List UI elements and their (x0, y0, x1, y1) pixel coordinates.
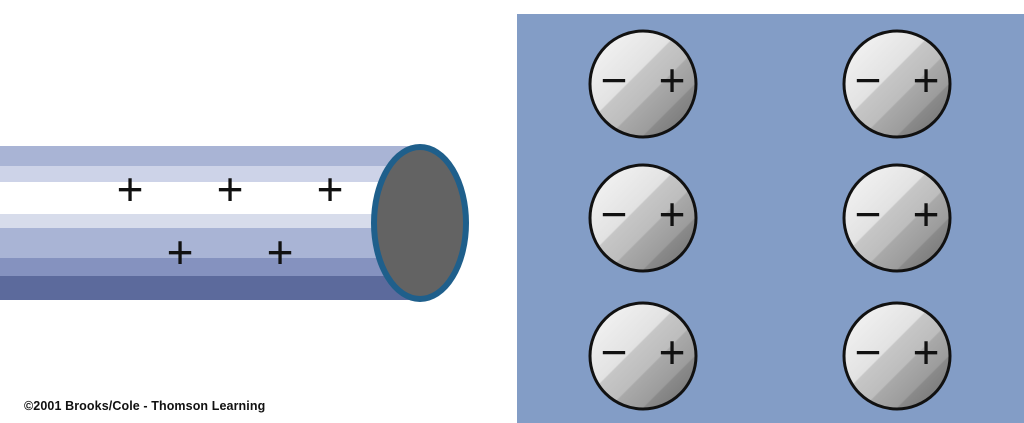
molecule: − + (588, 301, 698, 411)
negative-charge-sign: − (855, 54, 882, 106)
rod-end-face (371, 144, 469, 302)
molecule-sphere (842, 301, 952, 411)
molecule-sphere (588, 301, 698, 411)
positive-charge-sign: + (913, 326, 940, 378)
molecule-sphere (588, 163, 698, 273)
negative-charge-sign: − (601, 54, 628, 106)
negative-charge-sign: − (601, 326, 628, 378)
rod-charges: + + + + + (117, 163, 344, 278)
rod-charge-plus: + (117, 163, 144, 215)
positive-charge-sign: + (659, 188, 686, 240)
molecule: − + (588, 29, 698, 139)
negative-charge-sign: − (855, 326, 882, 378)
positive-charge-sign: + (659, 326, 686, 378)
molecule: − + (842, 301, 952, 411)
rod-charge-plus: + (267, 226, 294, 278)
rod-charge-plus: + (217, 163, 244, 215)
positive-charge-sign: + (913, 54, 940, 106)
copyright-credit: ©2001 Brooks/Cole - Thomson Learning (24, 399, 266, 413)
molecule: − + (842, 29, 952, 139)
rod-charge-plus: + (317, 163, 344, 215)
rod-charge-plus: + (167, 226, 194, 278)
molecule: − + (842, 163, 952, 273)
positive-charge-sign: + (913, 188, 940, 240)
molecule-sphere (842, 29, 952, 139)
charged-rod: + + + + + (0, 144, 469, 302)
positive-charge-sign: + (659, 54, 686, 106)
molecule-sphere (588, 29, 698, 139)
negative-charge-sign: − (601, 188, 628, 240)
molecule-sphere (842, 163, 952, 273)
molecule: − + (588, 163, 698, 273)
negative-charge-sign: − (855, 188, 882, 240)
